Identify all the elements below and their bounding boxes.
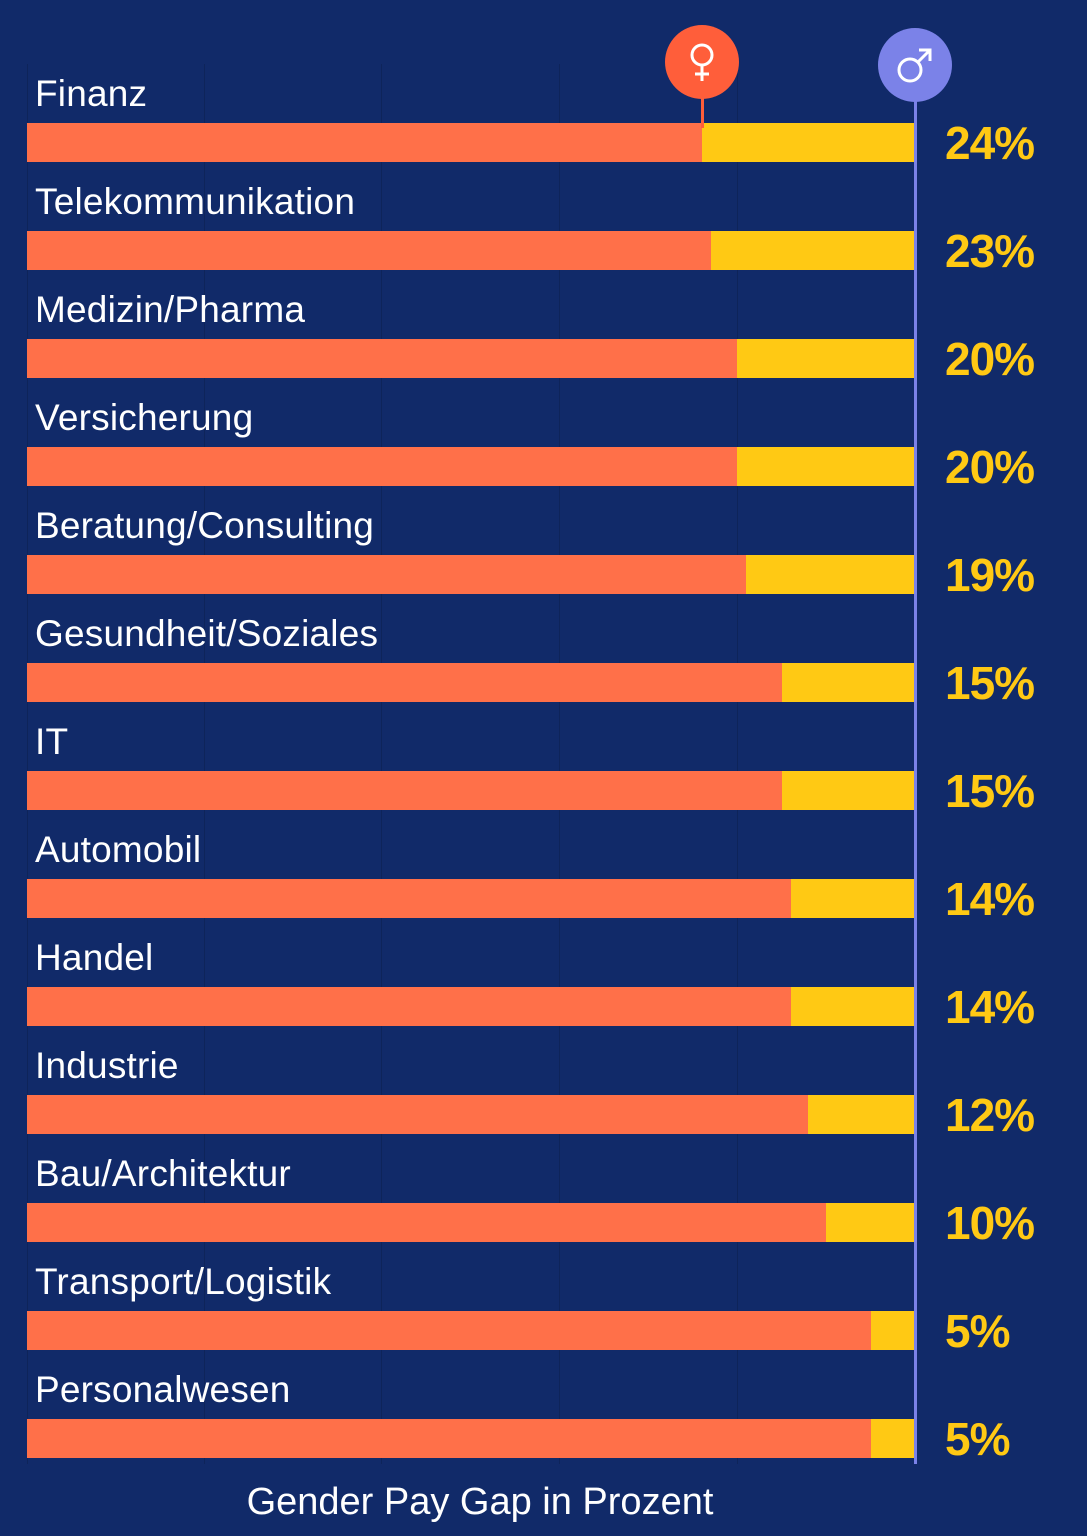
stacked-bar	[27, 663, 915, 702]
male-marker	[878, 28, 952, 102]
pay-gap-value: 23%	[945, 225, 1035, 277]
category-label: Industrie	[35, 1045, 179, 1086]
x-axis-title: Gender Pay Gap in Prozent	[246, 1481, 714, 1523]
female-pay-segment	[27, 987, 791, 1026]
stacked-bar	[27, 555, 915, 594]
category-label: Telekommunikation	[35, 181, 356, 222]
gridline	[204, 64, 205, 1464]
female-marker-stem	[701, 96, 704, 128]
pay-gap-value: 10%	[945, 1197, 1035, 1249]
pay-gap-value: 12%	[945, 1089, 1035, 1141]
category-label: Bau/Architektur	[35, 1153, 291, 1194]
stacked-bar	[27, 1419, 915, 1458]
pay-gap-value: 14%	[945, 981, 1035, 1033]
pay-gap-value: 5%	[945, 1305, 1010, 1357]
category-label: Beratung/Consulting	[35, 505, 375, 546]
pay-gap-value: 20%	[945, 333, 1035, 385]
male-symbol-icon	[897, 48, 932, 83]
stacked-bar	[27, 1095, 915, 1134]
male-reference-line	[914, 100, 917, 1464]
female-pay-segment	[27, 663, 782, 702]
category-label: Transport/Logistik	[35, 1261, 332, 1302]
category-label: Medizin/Pharma	[35, 289, 306, 330]
pay-gap-segment	[782, 771, 915, 810]
pay-gap-segment	[791, 879, 915, 918]
pay-gap-segment	[702, 123, 915, 162]
stacked-bar	[27, 339, 915, 378]
pay-gap-segment	[746, 555, 915, 594]
pay-gap-value: 24%	[945, 117, 1035, 169]
pay-gap-value: 20%	[945, 441, 1035, 493]
stacked-bar	[27, 771, 915, 810]
category-label: Finanz	[35, 73, 148, 114]
pay-gap-segment	[826, 1203, 915, 1242]
pay-gap-value: 19%	[945, 549, 1035, 601]
female-pay-segment	[27, 555, 746, 594]
female-pay-segment	[27, 1095, 808, 1134]
pay-gap-segment	[808, 1095, 915, 1134]
pay-gap-value: 14%	[945, 873, 1035, 925]
pay-gap-segment	[791, 987, 915, 1026]
female-pay-segment	[27, 447, 737, 486]
gridline	[27, 64, 28, 1464]
category-label: Handel	[35, 937, 154, 978]
stacked-bar	[27, 879, 915, 918]
pay-gap-segment	[737, 447, 915, 486]
female-symbol-icon	[690, 43, 714, 81]
pay-gap-segment	[782, 663, 915, 702]
category-label: Personalwesen	[35, 1369, 291, 1410]
female-pay-segment	[27, 1203, 826, 1242]
gridline	[559, 64, 560, 1464]
pay-gap-segment	[711, 231, 915, 270]
pay-gap-value: 15%	[945, 765, 1035, 817]
category-label: Versicherung	[35, 397, 254, 438]
female-pay-segment	[27, 123, 702, 162]
pay-gap-segment	[737, 339, 915, 378]
female-pay-segment	[27, 1311, 871, 1350]
pay-gap-segment	[871, 1419, 915, 1458]
pay-gap-value: 15%	[945, 657, 1035, 709]
category-label: Automobil	[35, 829, 202, 870]
stacked-bar	[27, 1311, 915, 1350]
gridline	[381, 64, 382, 1464]
stacked-bar	[27, 123, 915, 162]
female-marker	[665, 25, 739, 99]
category-label: IT	[35, 721, 69, 762]
female-pay-segment	[27, 339, 737, 378]
stacked-bar	[27, 447, 915, 486]
category-label: Gesundheit/Soziales	[35, 613, 379, 654]
pay-gap-value: 5%	[945, 1413, 1010, 1465]
gridline	[737, 64, 738, 1464]
pay-gap-segment	[871, 1311, 915, 1350]
stacked-bar	[27, 987, 915, 1026]
female-pay-segment	[27, 879, 791, 918]
female-pay-segment	[27, 231, 711, 270]
stacked-bar	[27, 1203, 915, 1242]
female-pay-segment	[27, 1419, 871, 1458]
stacked-bar	[27, 231, 915, 270]
female-pay-segment	[27, 771, 782, 810]
